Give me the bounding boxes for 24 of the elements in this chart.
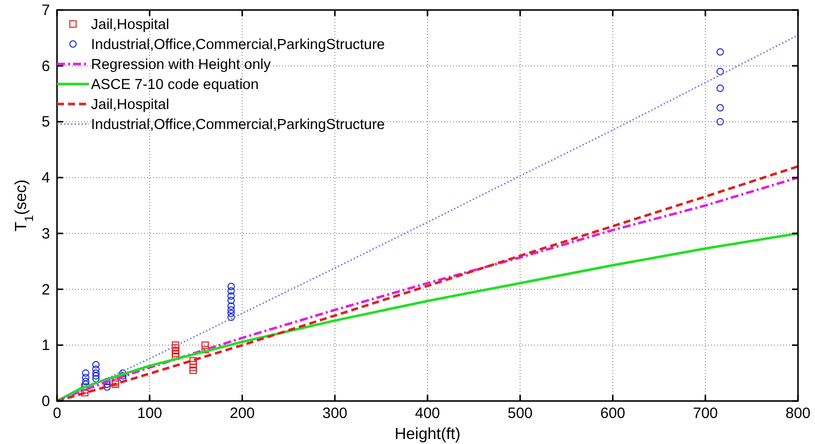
x-tick-label: 600	[600, 405, 626, 422]
legend-label: Jail,Hospital	[91, 17, 170, 33]
y-tick-label: 7	[42, 2, 50, 19]
x-tick-label: 400	[414, 405, 440, 422]
legend-label: Jail,Hospital	[91, 97, 170, 113]
y-tick-label: 1	[42, 337, 50, 354]
x-tick-label: 500	[508, 405, 533, 422]
x-tick-label: 100	[137, 405, 162, 422]
x-tick-label: 800	[785, 405, 811, 422]
x-tick-label: 0	[52, 405, 62, 422]
y-tick-label: 4	[42, 170, 50, 187]
y-tick-label: 0	[42, 393, 50, 410]
legend-label: ASCE 7-10 code equation	[91, 77, 259, 93]
y-tick-label: 5	[42, 114, 50, 131]
y-tick-label: 3	[42, 225, 50, 242]
legend-label: Industrial,Office,Commercial,ParkingStructure	[91, 37, 385, 53]
x-axis-title: Height(ft)	[394, 426, 460, 443]
y-tick-label: 6	[42, 58, 50, 75]
x-tick-label: 300	[322, 405, 348, 422]
x-tick-label: 200	[230, 405, 255, 422]
legend-label: Industrial,Office,Commercial,ParkingStructure	[91, 117, 385, 133]
legend-label: Regression with Height only	[91, 57, 272, 73]
y-tick-label: 2	[42, 281, 50, 298]
x-tick-label: 700	[692, 405, 718, 422]
